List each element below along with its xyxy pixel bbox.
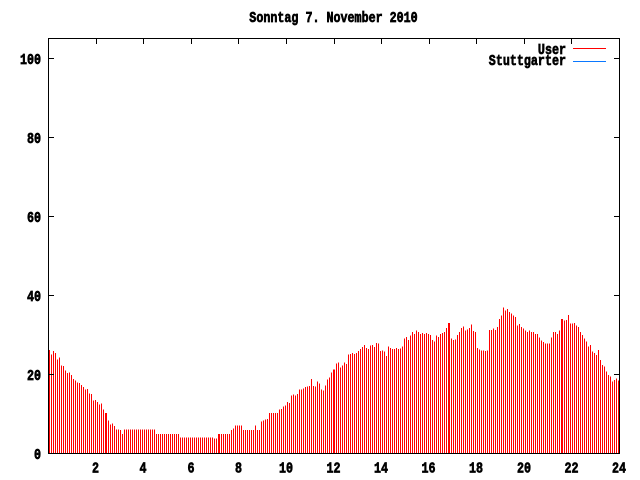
svg-text:16: 16: [421, 460, 435, 477]
svg-text:24: 24: [612, 460, 626, 477]
svg-text:100: 100: [20, 52, 41, 69]
svg-text:22: 22: [564, 460, 578, 477]
svg-text:20: 20: [517, 460, 531, 477]
svg-text:40: 40: [27, 289, 41, 306]
svg-text:6: 6: [187, 460, 194, 477]
svg-text:User: User: [538, 42, 566, 59]
svg-text:60: 60: [27, 210, 41, 227]
svg-text:10: 10: [279, 460, 293, 477]
svg-text:80: 80: [27, 131, 41, 148]
svg-text:Stuttgarter: Stuttgarter: [489, 53, 566, 70]
svg-text:20: 20: [27, 368, 41, 385]
svg-text:18: 18: [469, 460, 483, 477]
svg-text:14: 14: [374, 460, 388, 477]
svg-text:4: 4: [139, 460, 146, 477]
svg-text:2: 2: [92, 460, 99, 477]
svg-text:12: 12: [326, 460, 340, 477]
svg-text:0: 0: [34, 447, 41, 464]
svg-text:8: 8: [235, 460, 242, 477]
svg-text:Sonntag 7. November 2010: Sonntag 7. November 2010: [249, 10, 417, 27]
